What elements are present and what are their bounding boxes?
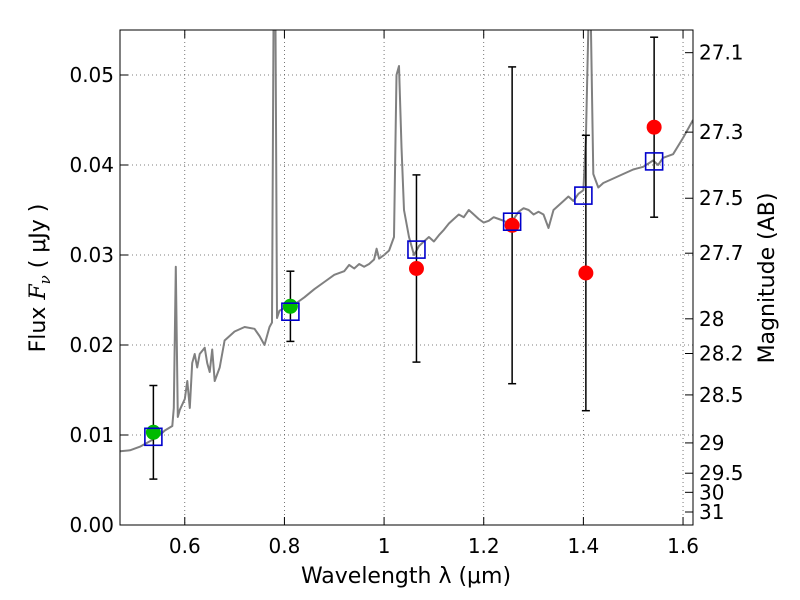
x-axis-ticks: 0.6 0.8 1 1.2 1.4 1.6 [169,30,699,558]
magnitude-tick-label: 27.7 [699,241,744,265]
magnitude-tick-label: 29.5 [699,461,744,485]
y-tick-label: 0.00 [69,513,114,537]
y-tick-label: 0.02 [69,333,114,357]
x-tick-label: 0.6 [169,534,201,558]
magnitude-tick-label: 28.5 [699,383,744,407]
observed-flux-point [282,298,298,314]
magnitude-tick-label: 27.3 [699,120,744,144]
observed-flux-point [408,261,424,276]
magnitude-tick-label: 27.5 [699,186,744,210]
y-axis-label-symbol: F [26,284,51,301]
y-tick-label: 0.04 [69,153,114,177]
x-tick-label: 0.8 [269,534,301,558]
model-flux-square [407,240,426,259]
observed-flux-point [504,217,520,233]
grid-lines [120,30,693,526]
plot-frame [119,29,694,526]
y-axis-label: Flux Fν ( μJy ) [26,204,54,353]
x-tick-label: 1.6 [667,534,699,558]
magnitude-tick-label: 29 [699,431,724,455]
magnitude-tick-label: 28.2 [699,342,744,366]
magnitude-tick-label: 30 [699,480,724,504]
spectrum-line [120,30,693,453]
y-axis-label-suffix: ( μJy ) [26,204,51,276]
x-tick-label: 1 [378,534,391,558]
model-flux-square [574,186,593,205]
y-axis-label-subscript: ν [36,275,54,284]
model-flux-square [502,212,522,231]
model-flux-square [644,152,664,171]
magnitude-axis-label: Magnitude (AB) [755,193,780,364]
observed-flux-point [646,119,662,135]
model-flux-square [281,302,300,322]
observed-flux-point [145,424,161,440]
magnitude-tick-label: 28 [699,307,724,331]
y-tick-label: 0.03 [69,243,114,267]
y-axis-label-prefix: Flux [26,300,51,353]
plot-background [120,30,693,525]
magnitude-tick-label: 31 [699,500,724,524]
observed-flux-point [578,265,594,281]
y-tick-label: 0.05 [69,63,114,87]
y-tick-label: 0.01 [69,423,114,447]
x-tick-label: 1.2 [468,534,500,558]
model-flux-square [144,427,163,447]
x-tick-label: 1.4 [567,534,599,558]
x-axis-label: Wavelength λ (μm) [301,564,511,589]
model-points [144,152,664,447]
magnitude-tick-label: 27.1 [699,41,744,65]
y-axis-ticks: 0.00 0.01 0.02 0.03 0.04 0.05 [69,63,128,537]
